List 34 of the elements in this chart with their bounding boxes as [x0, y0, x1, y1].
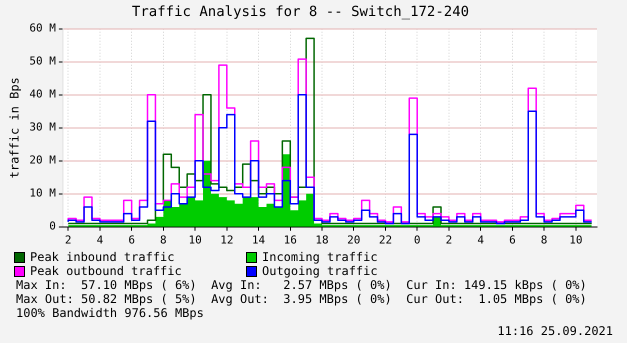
- x-tick-label: 4: [477, 233, 484, 246]
- legend-label: Outgoing traffic: [262, 264, 378, 278]
- x-tick-label: 2: [446, 233, 452, 246]
- x-tick-label: 10: [569, 233, 582, 246]
- y-tick-label: 40 M: [29, 88, 56, 101]
- text: 100% Bandwidth 976.56 MBps: [15, 306, 205, 320]
- text: 11:16 25.09.2021: [496, 323, 614, 338]
- legend-label: Incoming traffic: [262, 250, 378, 264]
- x-tick-label: 4: [96, 233, 104, 246]
- x-tick-label: 16: [284, 233, 297, 246]
- y-tick-label: 30 M: [29, 120, 56, 134]
- x-tick-label: 18: [315, 233, 329, 246]
- text: Max Out: 50.82 MBps ( 5%) Avg Out: 3.95 MBps ( 0%) Cur Out: 1.05 MBps ( 0%): [15, 292, 588, 306]
- x-tick-label: 14: [252, 233, 266, 246]
- y-tick-label: 10 M: [29, 186, 56, 200]
- x-tick-label: 22: [378, 233, 392, 246]
- legend-label: Peak outbound traffic: [30, 264, 182, 278]
- text: Max In: 57.10 MBps ( 6%) Avg In: 2.57 MBps ( 0%) Cur In: 149.15 kBps ( 0%): [15, 278, 588, 292]
- x-tick-label: 0: [414, 233, 421, 246]
- x-tick-label: 8: [160, 233, 167, 246]
- x-tick-label: 6: [509, 233, 516, 246]
- y-tick-label: 50 M: [29, 54, 56, 68]
- chart-title: Traffic Analysis for 8 -- Switch_172-240: [132, 4, 470, 20]
- x-tick-label: 8: [540, 233, 548, 246]
- y-tick-label: 20 M: [29, 154, 56, 167]
- x-tick-label: 10: [188, 233, 202, 246]
- legend-label: Peak inbound traffic: [30, 250, 174, 264]
- x-tick-label: 2: [64, 233, 72, 246]
- x-tick-label: 12: [220, 233, 234, 246]
- y-axis-title: traffic in Bps: [7, 77, 22, 178]
- x-tick-label: 6: [128, 233, 135, 246]
- x-tick-label: 20: [347, 233, 360, 246]
- y-tick-label: 0: [49, 220, 56, 233]
- y-tick-label: 60 M: [29, 22, 56, 35]
